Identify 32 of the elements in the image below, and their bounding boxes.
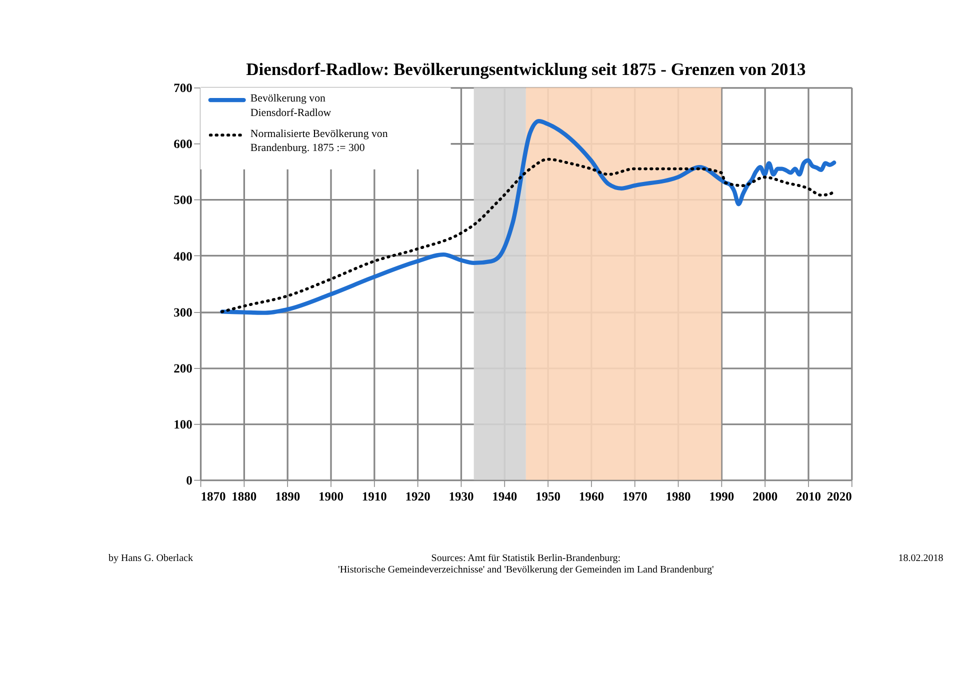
x-tick-label: 1990	[709, 489, 734, 504]
line-series	[220, 158, 836, 314]
x-tick-label: 1870	[200, 489, 226, 504]
x-tick-label: 1960	[578, 489, 604, 504]
x-tick-label: 1930	[448, 489, 474, 504]
x-tick-label: 1950	[536, 489, 561, 504]
x-tick-label: 1900	[318, 489, 344, 504]
text: 18.02.2018	[898, 552, 944, 564]
x-tick-label: 1910	[362, 489, 387, 504]
y-tick-label: 500	[174, 193, 192, 208]
y-tick-label: 200	[174, 361, 192, 376]
x-tick-label: 1940	[492, 489, 518, 504]
x-tick-label: 2000	[752, 489, 778, 504]
x-tick-label: 1890	[275, 489, 300, 504]
y-tick-label: 300	[174, 305, 192, 320]
x-tick-label: 1970	[622, 489, 648, 504]
x-tick-label: 1980	[666, 489, 691, 504]
x-tick-label: 2010	[796, 489, 822, 504]
x-tick-label: 1920	[405, 489, 430, 504]
x-tick-label: 1880	[232, 489, 257, 504]
x-tick-label: 2020	[826, 489, 852, 504]
y-tick-label: 0	[186, 473, 192, 488]
chart-title: Diensdorf-Radlow: Bevölkerungsentwicklung seit 1875 - Grenzen von 2013	[246, 58, 806, 79]
line-series	[220, 119, 836, 315]
y-tick-label: 100	[174, 417, 192, 432]
y-tick-label: 400	[174, 249, 192, 264]
source-note: Sources: Amt für Statistik Berlin-Brandenburg: 'Historische Gemeindeverzeichnisse' and 'Bevölkerung der Gemeinden im Land Brandenburg'	[338, 552, 714, 576]
y-tick-label: 600	[174, 137, 192, 152]
y-tick-label: 700	[174, 81, 192, 96]
text: by Hans G. Oberlack	[108, 552, 193, 564]
legend-label: Bevölkerung von Diensdorf-Radlow	[250, 92, 332, 119]
legend-label: Normalisierte Bevölkerung von Brandenburg. 1875 := 300	[250, 128, 388, 154]
